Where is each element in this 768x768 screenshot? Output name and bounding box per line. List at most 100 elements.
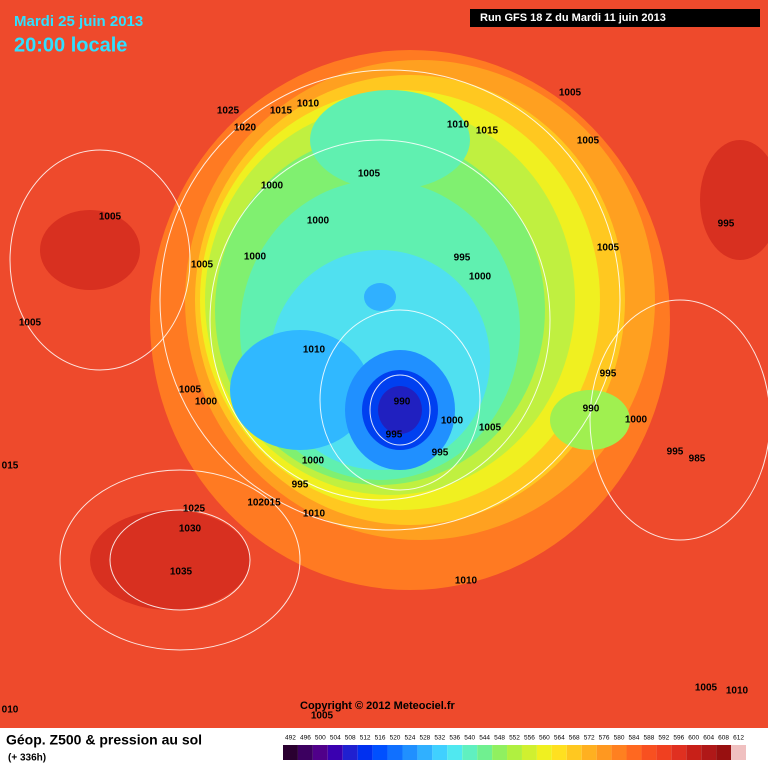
colorbar-label: 524	[405, 735, 416, 742]
isobar-label: 1000	[244, 252, 267, 263]
isobar-label: 1010	[726, 686, 749, 697]
isobar-label: 990	[583, 404, 600, 415]
isobar-label: 1010	[303, 345, 326, 356]
isobar-label: 1005	[695, 683, 718, 694]
colorbar-label: 552	[509, 735, 520, 742]
colorbar-swatch	[656, 745, 672, 760]
isobar-label: 1015	[270, 106, 293, 117]
colorbar-label: 532	[434, 735, 445, 742]
footer-subtitle: (+ 336h)	[8, 753, 46, 764]
colorbar-label: 584	[629, 735, 640, 742]
colorbar-label: 516	[375, 735, 386, 742]
colorbar-swatch	[387, 745, 403, 760]
isobar-label: 1005	[179, 385, 202, 396]
run-box	[470, 9, 760, 27]
colorbar-label: 608	[718, 735, 729, 742]
colorbar-swatch	[372, 745, 388, 760]
isobar-label: 1035	[170, 567, 193, 578]
isobar-label: 995	[454, 253, 471, 264]
colorbar-label: 560	[539, 735, 550, 742]
colorbar-label: 544	[479, 735, 490, 742]
colorbar-swatch	[447, 745, 463, 760]
colorbar-swatch	[566, 745, 582, 760]
colorbar-label: 596	[673, 735, 684, 742]
isobar-label: 995	[386, 430, 403, 441]
geopotential-field	[40, 50, 768, 610]
isobar-label: 1000	[307, 216, 330, 227]
colorbar-swatch	[701, 745, 717, 760]
colorbar-label: 568	[569, 735, 580, 742]
run: Run GFS 18 Z du Mardi 11 juin 2013	[480, 12, 666, 24]
isobar-label: 990	[394, 397, 411, 408]
isobar-label: 1005	[577, 136, 600, 147]
isobar-label: 1030	[179, 524, 202, 535]
colorbar-swatch	[521, 745, 537, 760]
isobar-label: 1005	[191, 260, 214, 271]
colorbar-label: 548	[494, 735, 505, 742]
isobar-label: 1005	[597, 243, 620, 254]
colorbar-swatch	[432, 745, 448, 760]
colorbar-label: 512	[360, 735, 371, 742]
colorbar-swatch	[596, 745, 612, 760]
isobar-label: 1005	[559, 88, 582, 99]
colorbar-swatch	[357, 745, 373, 760]
isobar-label: 995	[718, 219, 735, 230]
colorbar-label: 528	[419, 735, 430, 742]
colorbar-label: 492	[285, 735, 296, 742]
colorbar-swatch	[641, 745, 657, 760]
isobar-label: 1000	[261, 181, 284, 192]
isobar-label: 010	[2, 705, 19, 716]
colorbar-swatch	[492, 745, 508, 760]
isobar-label: 1020	[234, 123, 257, 134]
isobar-label: 1005	[311, 711, 334, 722]
isobar-label: 1000	[441, 416, 464, 427]
colorbar-swatch	[477, 745, 493, 760]
isobar-label: 1000	[625, 415, 648, 426]
colorbar-swatch	[507, 745, 522, 760]
colorbar-swatch	[716, 745, 732, 760]
isobar-label: 1005	[358, 169, 381, 180]
footer-title: Géop. Z500 & pression au sol	[6, 732, 202, 748]
colorbar-swatch	[551, 745, 567, 760]
isobars	[9, 69, 768, 651]
date: Mardi 25 juin 2013	[14, 13, 143, 30]
colorbar-label: 500	[315, 735, 326, 742]
isobar-label: 1025	[183, 504, 206, 515]
colorbar-label: 564	[554, 735, 565, 742]
colorbar-label: 508	[345, 735, 356, 742]
isobar-label: 1000	[195, 397, 218, 408]
isobar-label: 1000	[302, 456, 325, 467]
copyright: Copyright © 2012 Meteociel.fr	[300, 700, 456, 712]
colorbar-label: 600	[688, 735, 699, 742]
isobar-label: 1005	[19, 318, 42, 329]
colorbar-swatch	[536, 745, 552, 760]
colorbar-swatch	[312, 745, 328, 760]
colorbar-swatch	[327, 745, 343, 760]
colorbar-label: 576	[599, 735, 610, 742]
colorbar-label: 612	[733, 735, 744, 742]
isobar-label: 995	[600, 369, 617, 380]
colorbar-label: 496	[300, 735, 311, 742]
isobar-label: 1010	[447, 120, 470, 131]
isobar-label: 995	[667, 447, 684, 458]
colorbar-swatch	[283, 745, 298, 760]
colorbar-label: 520	[390, 735, 401, 742]
colorbar-swatch	[581, 745, 597, 760]
isobar-label: 1005	[479, 423, 502, 434]
colorbar-swatch	[342, 745, 358, 760]
colorbar: 492 496 500 504 508 512 516 520 524 528 532 536 540 5…	[283, 735, 746, 760]
colorbar-label: 580	[614, 735, 625, 742]
colorbar-swatch	[297, 745, 313, 760]
colorbar-label: 572	[584, 735, 595, 742]
colorbar-swatch	[731, 745, 746, 760]
time: 20:00 locale	[14, 34, 127, 56]
isobar-label: 1025	[217, 106, 240, 117]
colorbar-swatch	[611, 745, 627, 760]
colorbar-label: 540	[464, 735, 475, 742]
colorbar-swatch	[417, 745, 433, 760]
isobar-label: 1000	[469, 272, 492, 283]
isobar-label: 1010	[455, 576, 478, 587]
isobar-label: 995	[292, 480, 309, 491]
